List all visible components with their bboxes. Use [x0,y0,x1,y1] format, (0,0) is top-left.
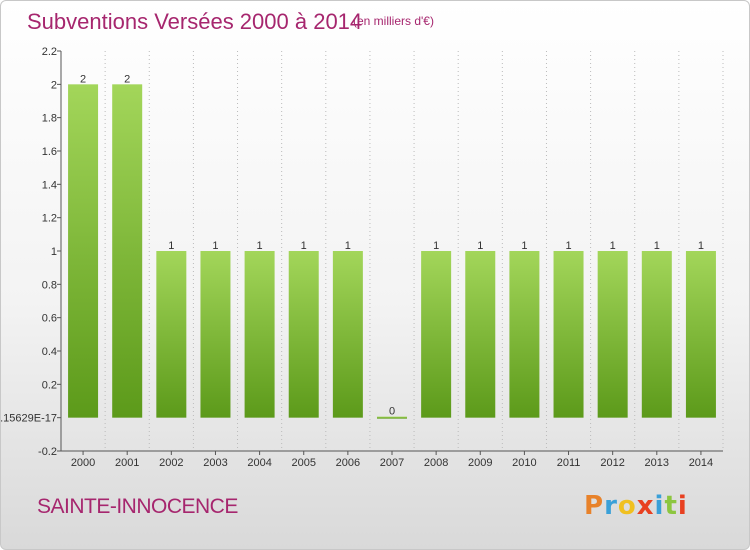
bar-2014 [685,251,716,418]
labels-layer: 2 2 1 1 1 1 1 0 1 1 1 1 1 1 1 [80,73,704,417]
y-tick-label: 1.8 [42,113,57,125]
x-tick-label: 2005 [291,457,315,469]
y-tick-label: 1.2 [42,213,57,225]
x-tick-label: 2013 [645,457,669,469]
x-tick-label: 2010 [512,457,536,469]
bar-2006 [332,251,363,418]
y-tick-label: 2.2 [42,46,57,58]
data-label: 0 [389,406,395,418]
chart-title: Subventions Versées 2000 à 2014 [27,9,363,34]
axis-layer: 2.2 2 1.8 1.6 1.4 1.2 1 0.8 0.6 0.4 0.2 1.15629E-17… [1,46,723,469]
x-tick-label: 2011 [557,457,581,469]
unit-label: (en milliers d'€) [353,14,434,28]
proxiti-logo[interactable]: Proxiti [584,491,688,521]
x-tick-label: 2000 [71,457,95,469]
y-tick-label: 0.4 [42,346,57,358]
logo-letter: t [664,491,678,521]
x-tick-label: 2006 [336,457,360,469]
bar-2002 [156,251,187,418]
data-label: 1 [345,240,351,252]
y-tick-label: 1.15629E-17 [1,413,57,425]
y-tick-label: 1.4 [42,179,57,191]
x-tick-label: 2002 [159,457,183,469]
logo-letter: r [604,491,618,521]
bar-2009 [465,251,496,418]
y-tick-label: -0.2 [38,446,57,458]
commune-name: SAINTE-INNOCENCE [37,495,238,518]
bar-2003 [200,251,231,418]
data-label: 1 [168,240,174,252]
data-label: 1 [610,240,616,252]
bar-2000 [68,84,99,418]
x-tick-label: 2008 [424,457,448,469]
x-tick-label: 2004 [247,457,271,469]
logo-letter: x [636,491,655,521]
data-label: 2 [80,73,86,85]
bar-2007 [377,416,407,419]
bar-2013 [641,251,672,418]
logo-letter: o [617,491,637,521]
bar-2001 [112,84,143,418]
x-tick-label: 2003 [203,457,227,469]
data-label: 1 [301,240,307,252]
y-tick-label: 0.2 [42,379,57,391]
x-tick-label: 2009 [468,457,492,469]
x-tick-label: 2007 [380,457,404,469]
data-label: 1 [433,240,439,252]
x-tick-label: 2014 [689,457,713,469]
logo-letter: i [677,491,688,521]
data-label: 1 [521,240,527,252]
data-label: 1 [257,240,263,252]
bar-2010 [509,251,540,418]
data-label: 2 [124,73,130,85]
data-label: 1 [698,240,704,252]
y-tick-label: 0.8 [42,279,57,291]
y-tick-label: 0.6 [42,313,57,325]
bar-2011 [553,251,584,418]
data-label: 1 [212,240,218,252]
data-label: 1 [477,240,483,252]
x-tick-label: 2012 [600,457,624,469]
grid-layer [60,51,724,451]
logo-letter: i [654,491,665,521]
y-tick-label: 1 [51,246,57,258]
bars-layer [68,84,716,419]
bar-2008 [421,251,452,418]
y-tick-label: 2 [51,79,57,91]
data-label: 1 [565,240,571,252]
x-tick-label: 2001 [115,457,139,469]
bar-2004 [244,251,275,418]
logo-letter: P [584,491,605,521]
bar-2012 [597,251,628,418]
y-tick-label: 1.6 [42,146,57,158]
bar-2005 [288,251,319,418]
data-label: 1 [654,240,660,252]
